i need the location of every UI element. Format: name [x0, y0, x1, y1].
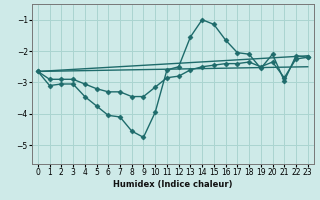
X-axis label: Humidex (Indice chaleur): Humidex (Indice chaleur) — [113, 180, 233, 189]
